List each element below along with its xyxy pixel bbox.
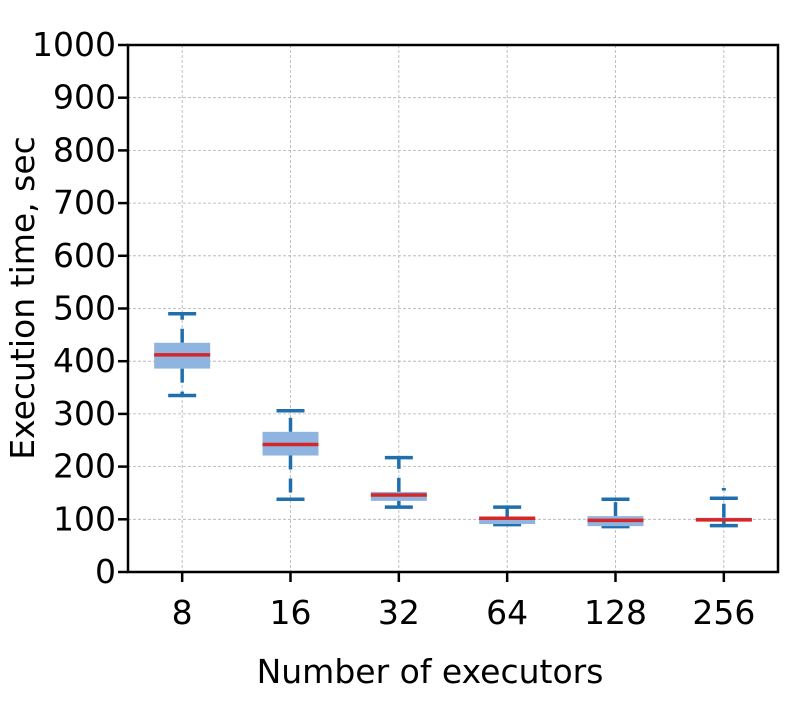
y-tick-label: 500 <box>53 289 116 328</box>
grid-lines <box>128 45 778 572</box>
y-tick-label: 400 <box>53 341 116 380</box>
x-axis-label: Number of executors <box>257 652 604 691</box>
x-tick-label: 32 <box>378 593 420 632</box>
box-8 <box>154 312 211 398</box>
box-16 <box>262 408 319 502</box>
box-128 <box>587 497 644 529</box>
y-axis-label: Execution time, sec <box>3 136 42 460</box>
y-tick-label: 300 <box>53 394 116 433</box>
x-tick-label: 8 <box>172 593 193 632</box>
box-series <box>154 312 752 529</box>
iqr-box <box>479 517 536 525</box>
y-tick-label: 200 <box>53 447 116 486</box>
y-tick-label: 1000 <box>32 25 116 64</box>
y-tick-label: 900 <box>53 78 116 117</box>
x-tick-label: 256 <box>692 593 755 632</box>
y-tick-label: 0 <box>95 552 116 591</box>
x-tick-label: 128 <box>584 593 647 632</box>
x-tick-label: 16 <box>270 593 312 632</box>
box-32 <box>370 455 427 509</box>
y-tick-label: 100 <box>53 499 116 538</box>
axis-ticks: 0 100 200 300 400 500 600 700 800 900 1000 8 16 32 64 1… <box>32 25 755 632</box>
y-tick-label: 800 <box>53 130 116 169</box>
y-tick-label: 600 <box>53 236 116 275</box>
x-tick-label: 64 <box>486 593 528 632</box>
y-tick-label: 700 <box>53 183 116 222</box>
box-64 <box>479 505 536 527</box>
box-256 <box>695 488 752 528</box>
